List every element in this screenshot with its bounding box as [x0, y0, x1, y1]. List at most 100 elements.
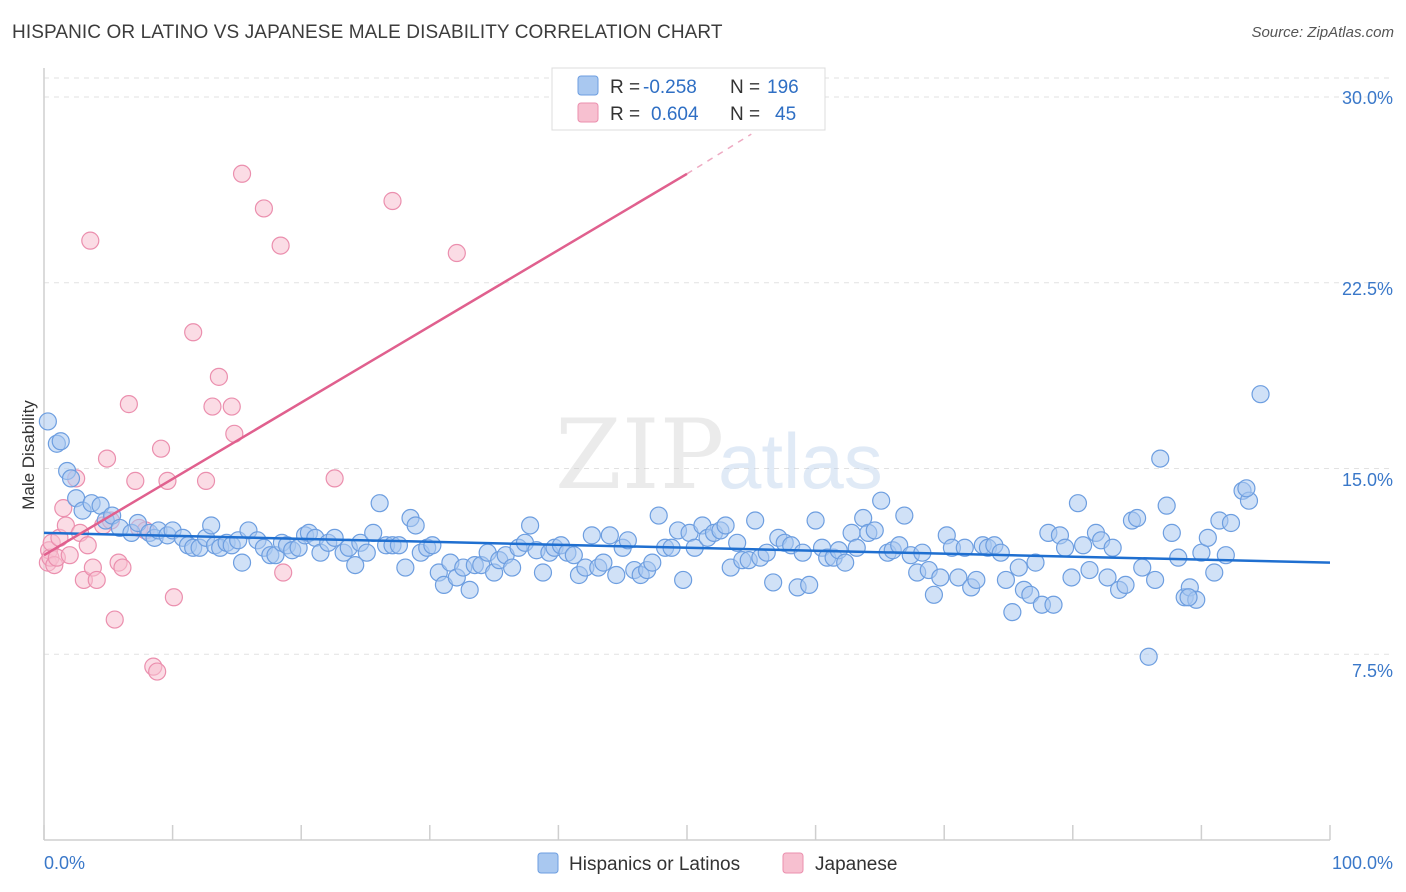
- hispanic-point: [1157, 496, 1176, 515]
- japanese-points: [38, 164, 466, 681]
- japanese-point: [232, 164, 252, 183]
- y-tick-label-15: 15.0%: [1342, 470, 1393, 490]
- hispanic-point: [847, 538, 866, 557]
- hispanic-point: [649, 506, 668, 525]
- japanese-point: [126, 471, 145, 490]
- hispanic-point: [949, 568, 968, 587]
- hispanic-point: [872, 491, 891, 510]
- hispanic-point: [1068, 494, 1088, 513]
- hispanic-point: [1151, 449, 1170, 468]
- hispanic-point: [1205, 563, 1224, 582]
- hispanic-point: [674, 570, 693, 590]
- hispanic-point: [643, 553, 662, 572]
- hispanic-point: [1021, 585, 1040, 604]
- hispanic-point: [1237, 479, 1256, 498]
- hispanic-point: [1162, 523, 1181, 542]
- hispanic-point: [800, 575, 819, 595]
- hispanic-point: [594, 553, 613, 572]
- hispanic-point: [521, 516, 540, 535]
- y-tick-label-22-5: 22.5%: [1342, 279, 1393, 299]
- japanese-point: [325, 469, 344, 488]
- source-label: Source: ZipAtlas.com: [1251, 24, 1394, 41]
- hispanic-point: [793, 543, 812, 562]
- hispanic-trend-line: [43, 531, 1331, 564]
- japanese-point: [209, 367, 228, 386]
- japanese-point: [383, 191, 402, 211]
- japanese-trend-line: [43, 172, 688, 557]
- japanese-trend-extension: [686, 133, 752, 175]
- hispanic-point: [1221, 513, 1241, 533]
- japanese-point: [254, 199, 274, 218]
- legend-box: R = -0.258 N = 196 R = 0.604 N = 45: [551, 67, 826, 131]
- bottom-legend-japanese: Japanese: [815, 854, 897, 875]
- y-tick-labels: 30.0% 22.5% 15.0% 7.5%: [1342, 88, 1393, 681]
- japanese-point: [97, 449, 117, 468]
- hispanic-point: [1139, 647, 1158, 666]
- hispanic-point: [1026, 553, 1045, 572]
- hispanic-point: [406, 516, 425, 535]
- hispanic-point: [1169, 548, 1188, 567]
- japanese-point: [203, 397, 222, 416]
- hispanic-point: [728, 533, 747, 552]
- japanese-point: [447, 243, 466, 263]
- legend-swatch-pink: [577, 102, 599, 123]
- bottom-legend-hispanic: Hispanics or Latinos: [569, 854, 740, 875]
- japanese-point: [184, 323, 203, 342]
- hispanic-point: [232, 553, 252, 572]
- hispanic-point: [202, 516, 221, 535]
- japanese-point: [81, 231, 100, 250]
- hispanic-point: [128, 513, 147, 533]
- hispanic-point: [346, 555, 365, 575]
- y-tick-label-30: 30.0%: [1342, 88, 1393, 108]
- hispanic-point: [1127, 508, 1147, 528]
- hispanic-point: [1251, 385, 1270, 404]
- japanese-point: [105, 610, 124, 629]
- hispanic-point: [1003, 603, 1022, 622]
- legend-n-value-1: 196: [767, 77, 799, 98]
- hispanic-point: [746, 511, 765, 530]
- legend-n-value-2: 45: [775, 104, 796, 125]
- hispanic-point: [618, 531, 637, 550]
- hispanic-point: [996, 570, 1016, 590]
- japanese-point: [151, 439, 171, 458]
- hispanic-point: [460, 580, 479, 599]
- hispanic-point: [357, 543, 376, 562]
- japanese-point: [148, 662, 167, 681]
- hispanic-point: [991, 543, 1010, 562]
- hispanic-point: [716, 516, 735, 535]
- hispanic-points: [38, 385, 1270, 666]
- japanese-point: [164, 588, 183, 607]
- hispanic-point: [423, 536, 442, 555]
- legend-r-label-1: R =: [610, 77, 640, 98]
- bottom-legend: Hispanics or Latinos Japanese: [537, 852, 897, 875]
- hispanic-point: [1073, 536, 1093, 555]
- japanese-point: [78, 536, 97, 555]
- japanese-point: [222, 397, 241, 416]
- legend-r-label-2: R =: [610, 104, 640, 125]
- chart-title: HISPANIC OR LATINO VS JAPANESE MALE DISA…: [12, 22, 723, 43]
- y-tick-label-7-5: 7.5%: [1352, 661, 1393, 681]
- hispanic-point: [806, 511, 825, 530]
- trend-lines: [43, 133, 1331, 564]
- hispanic-point: [396, 558, 415, 577]
- hispanic-point: [607, 565, 626, 585]
- hispanic-point: [370, 494, 389, 513]
- hispanic-point: [51, 432, 70, 451]
- watermark-atlas: atlas: [718, 417, 883, 505]
- bottom-legend-swatch-blue: [537, 852, 559, 874]
- hispanic-point: [895, 506, 914, 525]
- hispanic-point: [931, 568, 950, 587]
- japanese-point: [274, 563, 293, 582]
- hispanic-point: [325, 528, 344, 547]
- hispanic-point: [764, 573, 783, 592]
- hispanic-point: [389, 536, 409, 555]
- hispanic-point: [967, 570, 986, 590]
- japanese-point: [113, 558, 132, 577]
- legend-n-label-2: N =: [730, 104, 760, 125]
- hispanic-point: [564, 546, 583, 565]
- hispanic-point: [836, 553, 855, 572]
- hispanic-point: [38, 412, 57, 431]
- hispanic-point: [1080, 560, 1099, 580]
- hispanic-point: [364, 523, 383, 542]
- hispanic-point: [1103, 538, 1122, 557]
